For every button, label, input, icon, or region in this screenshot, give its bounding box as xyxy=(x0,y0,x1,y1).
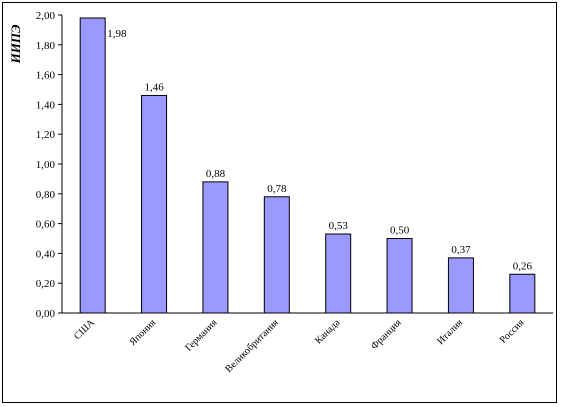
bar xyxy=(509,273,536,314)
y-axis-ticks: 0,00 0,20 0,40 0,60 0,80 1,00 1,20 1,40 1,60 1,80… xyxy=(36,10,62,320)
y-tick-label: 1,00 xyxy=(36,159,56,171)
data-label: 0,78 xyxy=(267,183,287,195)
y-axis-title: ИИПЭ xyxy=(8,24,23,64)
y-tick-label: 1,40 xyxy=(36,99,56,111)
bar xyxy=(386,238,413,314)
data-label: 0,53 xyxy=(329,220,349,232)
category-label: Канада xyxy=(313,317,343,347)
category-label: Россия xyxy=(498,317,527,346)
y-tick-label: 0,00 xyxy=(36,308,56,320)
bar xyxy=(325,233,352,314)
data-labels: 1,98 1,46 0,88 0,78 0,53 0,50 0,37 0,26 xyxy=(107,28,532,272)
bars xyxy=(79,17,536,314)
category-labels: США Япония Германия Великобритания Канада Фра… xyxy=(72,317,527,375)
data-label: 0,50 xyxy=(390,225,410,237)
bar xyxy=(79,17,106,314)
data-label: 0,88 xyxy=(206,168,226,180)
bar xyxy=(202,181,229,314)
y-tick-label: 0,20 xyxy=(36,278,56,290)
bar xyxy=(141,94,168,314)
y-tick-label: 1,60 xyxy=(36,70,56,82)
y-tick-label: 1,20 xyxy=(36,129,56,141)
y-tick-label: 0,60 xyxy=(36,219,56,231)
category-label: Германия xyxy=(183,317,220,354)
category-label: Великобритания xyxy=(223,317,281,375)
y-tick-label: 0,80 xyxy=(36,189,56,201)
bar xyxy=(263,196,290,314)
category-label: Япония xyxy=(128,317,159,348)
category-label: Франция xyxy=(369,317,404,352)
y-tick-label: 0,40 xyxy=(36,248,56,260)
data-label: 0,37 xyxy=(451,244,471,256)
bar xyxy=(447,257,474,314)
data-label: 0,26 xyxy=(513,260,533,272)
data-label: 1,98 xyxy=(107,28,127,40)
category-label: Италия xyxy=(435,317,465,347)
data-label: 1,46 xyxy=(144,81,164,93)
y-tick-label: 1,80 xyxy=(36,40,56,52)
category-label: США xyxy=(72,317,97,342)
y-tick-label: 2,00 xyxy=(36,10,56,22)
